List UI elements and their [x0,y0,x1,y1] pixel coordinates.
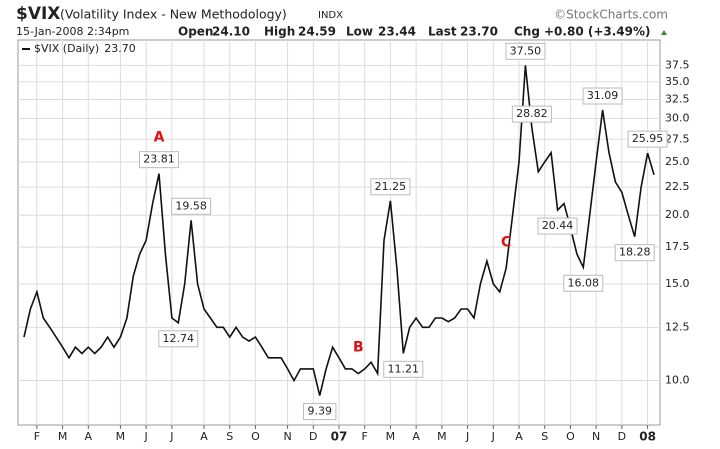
x-tick-label: N [592,430,600,443]
value-label: 11.21 [388,362,420,375]
value-label-box [158,330,199,348]
value-label: 12.74 [163,332,195,345]
value-label-box [582,87,623,105]
annotation: B [353,340,364,356]
x-tick-label: M [116,430,126,443]
value-label: 20.44 [542,219,574,232]
x-tick-label: A [412,430,420,443]
value-label-box [171,197,212,215]
value-label-box [537,217,578,235]
x-tick-label: J [169,430,173,443]
value-label: 31.09 [587,89,619,102]
legend-label: $VIX (Daily) 23.70 [34,42,136,55]
value-label: 23.81 [143,153,175,166]
y-tick-label: 15.0 [665,277,690,290]
y-tick-label: 10.0 [665,374,690,387]
quote-label: Low [346,25,373,39]
y-tick-label: 30.0 [665,112,690,125]
quote-date: 15-Jan-2008 2:34pm [16,25,129,38]
x-tick-label: D [618,430,626,443]
x-tick-label: A [200,430,208,443]
price-line [23,65,655,396]
x-tick-label: J [144,430,148,443]
value-label-box [505,42,546,60]
x-tick-label: A [515,430,523,443]
x-tick-label: D [309,430,317,443]
x-tick-label: S [226,430,233,443]
x-tick-label: N [283,430,291,443]
x-tick-label: F [362,430,368,443]
quote-value: 24.59 [298,25,336,39]
value-label: 37.50 [510,44,542,57]
value-label: 21.25 [375,180,407,193]
annotation: A [154,130,165,146]
quote-value: +0.80 (+3.49%) [544,25,651,39]
y-tick-label: 35.0 [665,75,690,88]
legend-value: 23.70 [104,42,136,55]
value-label-box [511,105,552,123]
x-tick-label: O [251,430,260,443]
y-tick-label: 25.0 [665,155,690,168]
annotation: C [501,234,511,250]
value-label-box [370,178,411,196]
value-label: 16.08 [568,276,600,289]
y-tick-label: 12.5 [665,320,690,333]
y-tick-label: 37.5 [665,58,690,71]
value-label-box [563,274,604,292]
y-tick-label: 17.5 [665,240,690,253]
x-tick-label: S [541,430,548,443]
exchange: INDX [318,10,343,21]
value-label: 9.39 [307,405,332,418]
x-tick-label: J [465,430,469,443]
chart-title: $VIX [16,4,60,24]
x-tick-label: M [437,430,447,443]
value-label-box [627,130,668,148]
x-tick-label: 07 [331,430,348,444]
value-label: 18.28 [619,246,651,259]
value-label: 28.82 [516,107,548,120]
value-label: 19.58 [175,199,207,212]
chart-subtitle: (Volatility Index - New Methodology) [60,7,287,22]
y-tick-label: 22.5 [665,180,690,193]
value-label-box [614,244,655,262]
y-tick-label: 27.5 [665,132,690,145]
x-tick-label: J [491,430,495,443]
quote-value: 24.10 [212,25,250,39]
quote-label: Chg [514,25,540,39]
value-label-box [139,151,179,169]
value-label-box [383,360,424,378]
quote-label: Open [178,25,213,39]
x-tick-label: F [34,430,40,443]
up-arrow [661,30,667,35]
quote-value: 23.44 [378,25,416,39]
value-label: 25.95 [632,132,664,145]
value-label-box [303,403,337,421]
legend-name: $VIX (Daily) [34,42,99,55]
quote-label: Last [428,25,457,39]
quote-label: High [264,25,295,39]
quote-value: 23.70 [460,25,498,39]
y-tick-label: 32.5 [665,92,690,105]
y-tick-label: 20.0 [665,208,690,221]
x-tick-label: A [85,430,93,443]
credit: ©StockCharts.com [554,8,668,22]
x-tick-label: 08 [639,430,656,444]
x-tick-label: M [386,430,396,443]
x-tick-label: O [566,430,575,443]
x-tick-label: M [58,430,68,443]
